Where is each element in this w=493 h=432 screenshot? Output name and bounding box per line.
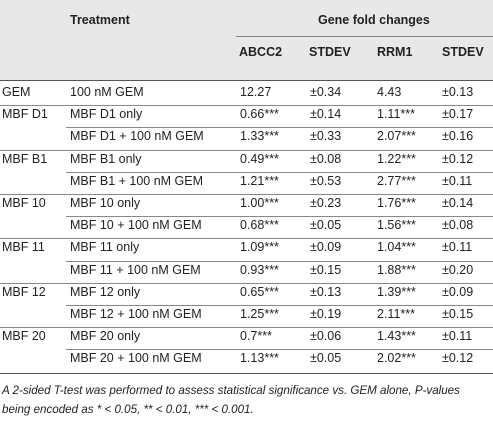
abcc2-cell: 12.27 [240,85,272,99]
stdev-1-cell: ±0.19 [310,307,342,321]
row-separator [66,127,493,129]
treatment-header: Treatment [70,13,130,27]
group-separator [0,194,493,195]
group-label: GEM [2,85,31,99]
stdev-2-cell: ±0.16 [442,129,474,144]
column-header-abcc2: ABCC2 [239,45,283,59]
stdev-2-cell: ±0.08 [442,218,474,233]
treatment-cell: MBF 11 only [70,240,140,255]
stdev-1-cell: ±0.09 [310,240,342,255]
table-header-band [0,0,493,80]
table-bottom-rule [0,373,493,374]
row-separator [66,305,493,306]
group-label: MBF 20 [2,329,46,344]
treatment-cell: MBF 10 + 100 nM GEM [70,218,202,233]
treatment-cell: MBF D1 only [70,107,143,122]
rrm1-cell: 1.88*** [377,262,416,277]
treatment-cell: MBF B1 only [70,151,142,166]
stdev-2-cell: ±0.15 [442,307,474,321]
stdev-1-cell: ±0.05 [310,351,342,366]
stdev-1-cell: ±0.15 [310,262,342,277]
abcc2-cell: 1.21*** [240,173,279,188]
stdev-2-cell: ±0.11 [442,173,473,188]
stdev-2-cell: ±0.11 [442,240,473,255]
group-separator [0,149,493,151]
header-bottom-rule [0,80,493,81]
treatment-cell: MBF 20 only [70,329,141,344]
treatment-cell: MBF 12 + 100 nM GEM [70,307,202,321]
treatment-cell: MBF D1 + 100 nM GEM [70,129,204,144]
abcc2-cell: 0.65*** [240,284,279,299]
treatment-cell: MBF B1 + 100 nM GEM [70,173,204,188]
group-separator [0,238,493,240]
abcc2-cell: 0.49*** [240,151,279,166]
abcc2-cell: 1.25*** [240,307,279,321]
stdev-2-cell: ±0.20 [442,262,474,277]
abcc2-cell: 1.00*** [240,196,279,210]
stdev-2-cell: ±0.14 [442,196,474,210]
stdev-2-cell: ±0.12 [442,351,474,366]
abcc2-cell: 0.66*** [240,107,279,122]
abcc2-cell: 1.09*** [240,240,279,255]
group-label: MBF 10 [2,196,46,210]
group-label: MBF 11 [2,240,45,255]
rrm1-cell: 1.04*** [377,240,416,255]
abcc2-cell: 0.93*** [240,262,279,277]
abcc2-cell: 1.33*** [240,129,279,144]
treatment-cell: MBF 20 + 100 nM GEM [70,351,202,366]
stdev-1-cell: ±0.53 [310,173,342,188]
stdev-1-cell: ±0.05 [310,218,342,233]
treatment-cell: MBF 11 + 100 nM GEM [70,262,201,277]
stdev-1-cell: ±0.34 [310,85,342,99]
gene-fold-header-rule [236,36,493,37]
column-header-stdev-2: STDEV [442,45,484,59]
stdev-1-cell: ±0.06 [310,329,342,344]
treatment-cell: MBF 10 only [70,196,141,210]
abcc2-cell: 1.13*** [240,351,279,366]
rrm1-cell: 1.76*** [377,196,416,210]
group-label: MBF B1 [2,151,48,166]
column-header-stdev-1: STDEV [309,45,351,59]
abcc2-cell: 0.7*** [240,329,272,344]
abcc2-cell: 0.68*** [240,218,279,233]
gene-fold-changes-header: Gene fold changes [318,13,430,27]
stdev-2-cell: ±0.17 [442,107,474,122]
row-separator [66,260,493,262]
group-label: MBF 12 [2,284,46,299]
rrm1-cell: 4.43 [377,85,402,99]
stdev-1-cell: ±0.14 [310,107,342,122]
stdev-2-cell: ±0.09 [442,284,474,299]
row-separator [66,171,493,173]
rrm1-cell: 2.77*** [377,173,416,188]
treatment-cell: MBF 12 only [70,284,141,299]
stdev-1-cell: ±0.23 [310,196,342,210]
rrm1-cell: 1.43*** [377,329,416,344]
stdev-1-cell: ±0.33 [310,129,342,144]
rrm1-cell: 2.02*** [377,351,416,366]
table-footnote: A 2-sided T-test was performed to assess… [2,384,460,416]
stdev-1-cell: ±0.13 [310,284,342,299]
group-separator [0,327,493,329]
group-label: MBF D1 [2,107,48,122]
stdev-2-cell: ±0.12 [442,151,474,166]
stdev-2-cell: ±0.11 [442,329,473,344]
row-separator [66,349,493,351]
rrm1-cell: 2.11*** [377,307,415,321]
row-separator [66,216,493,218]
column-header-rrm1: RRM1 [377,45,413,59]
treatment-cell: 100 nM GEM [70,85,144,99]
stdev-2-cell: ±0.13 [442,85,474,99]
rrm1-cell: 1.56*** [377,218,416,233]
group-separator [0,105,493,107]
group-separator [0,282,493,284]
rrm1-cell: 2.07*** [377,129,416,144]
rrm1-cell: 1.11*** [377,107,415,122]
rrm1-cell: 1.39*** [377,284,416,299]
stdev-1-cell: ±0.08 [310,151,342,166]
rrm1-cell: 1.22*** [377,151,416,166]
